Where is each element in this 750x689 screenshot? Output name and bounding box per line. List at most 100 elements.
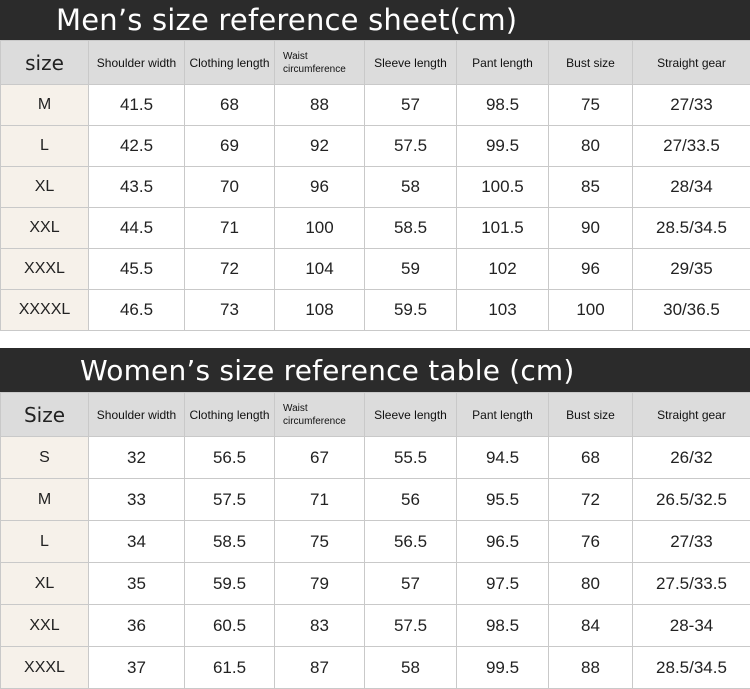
size-label-cell: L: [1, 521, 89, 563]
table-cell: 58.5: [185, 521, 275, 563]
women-header-clothing: Clothing length: [185, 393, 275, 437]
table-cell: 72: [549, 479, 633, 521]
women-size-table: Size Shoulder width Clothing length Wais…: [0, 392, 750, 689]
table-cell: 96: [275, 167, 365, 208]
table-cell: 42.5: [89, 126, 185, 167]
table-cell: 57: [365, 85, 457, 126]
table-cell: 46.5: [89, 290, 185, 331]
table-cell: 56.5: [185, 437, 275, 479]
men-size-table: size Shoulder width Clothing length Wais…: [0, 40, 750, 331]
size-label-cell: S: [1, 437, 89, 479]
table-cell: 71: [275, 479, 365, 521]
table-cell: 96: [549, 249, 633, 290]
table-cell: 60.5: [185, 605, 275, 647]
table-cell: 92: [275, 126, 365, 167]
table-cell: 35: [89, 563, 185, 605]
table-cell: 32: [89, 437, 185, 479]
men-header-waist: Waist circumference: [275, 41, 365, 85]
men-header-shoulder: Shoulder width: [89, 41, 185, 85]
size-label-cell: XXXL: [1, 249, 89, 290]
table-cell: 43.5: [89, 167, 185, 208]
size-label-cell: XL: [1, 563, 89, 605]
table-cell: 58: [365, 167, 457, 208]
table-cell: 30/36.5: [633, 290, 750, 331]
men-title-banner: Men’s size reference sheet(cm): [0, 0, 750, 40]
table-cell: 28-34: [633, 605, 750, 647]
table-cell: 27/33: [633, 521, 750, 563]
table-cell: 73: [185, 290, 275, 331]
size-label-cell: XXXXL: [1, 290, 89, 331]
table-cell: 71: [185, 208, 275, 249]
table-cell: 99.5: [457, 126, 549, 167]
table-cell: 88: [549, 647, 633, 689]
table-cell: 59.5: [365, 290, 457, 331]
table-cell: 69: [185, 126, 275, 167]
table-cell: 80: [549, 563, 633, 605]
table-cell: 58.5: [365, 208, 457, 249]
table-cell: 87: [275, 647, 365, 689]
table-cell: 101.5: [457, 208, 549, 249]
table-cell: 72: [185, 249, 275, 290]
men-header-row: size Shoulder width Clothing length Wais…: [1, 41, 750, 85]
table-cell: 33: [89, 479, 185, 521]
table-cell: 94.5: [457, 437, 549, 479]
table-cell: 98.5: [457, 85, 549, 126]
women-title: Women’s size reference table (cm): [80, 354, 575, 387]
men-header-bust: Bust size: [549, 41, 633, 85]
table-cell: 56: [365, 479, 457, 521]
men-header-sleeve: Sleeve length: [365, 41, 457, 85]
table-cell: 79: [275, 563, 365, 605]
table-cell: 58: [365, 647, 457, 689]
women-header-row: Size Shoulder width Clothing length Wais…: [1, 393, 750, 437]
table-cell: 100.5: [457, 167, 549, 208]
table-cell: 99.5: [457, 647, 549, 689]
table-cell: 98.5: [457, 605, 549, 647]
size-label-cell: L: [1, 126, 89, 167]
women-header-size: Size: [1, 393, 89, 437]
table-cell: 36: [89, 605, 185, 647]
table-cell: 41.5: [89, 85, 185, 126]
table-cell: 90: [549, 208, 633, 249]
table-cell: 75: [549, 85, 633, 126]
men-header-size: size: [1, 41, 89, 85]
table-cell: 88: [275, 85, 365, 126]
table-cell: 104: [275, 249, 365, 290]
table-cell: 28.5/34.5: [633, 208, 750, 249]
table-cell: 37: [89, 647, 185, 689]
table-cell: 61.5: [185, 647, 275, 689]
table-cell: 102: [457, 249, 549, 290]
size-label-cell: XXL: [1, 605, 89, 647]
table-cell: 100: [275, 208, 365, 249]
table-cell: 27/33: [633, 85, 750, 126]
table-cell: 103: [457, 290, 549, 331]
table-cell: 28.5/34.5: [633, 647, 750, 689]
table-cell: 45.5: [89, 249, 185, 290]
table-cell: 57: [365, 563, 457, 605]
table-cell: 75: [275, 521, 365, 563]
table-cell: 96.5: [457, 521, 549, 563]
table-cell: 83: [275, 605, 365, 647]
women-header-pant: Pant length: [457, 393, 549, 437]
table-cell: 44.5: [89, 208, 185, 249]
women-title-banner: Women’s size reference table (cm): [0, 348, 750, 392]
size-label-cell: XXL: [1, 208, 89, 249]
men-title: Men’s size reference sheet(cm): [56, 3, 517, 37]
table-cell: 56.5: [365, 521, 457, 563]
table-cell: 27.5/33.5: [633, 563, 750, 605]
table-cell: 55.5: [365, 437, 457, 479]
table-cell: 59: [365, 249, 457, 290]
table-cell: 80: [549, 126, 633, 167]
table-cell: 84: [549, 605, 633, 647]
men-header-pant: Pant length: [457, 41, 549, 85]
